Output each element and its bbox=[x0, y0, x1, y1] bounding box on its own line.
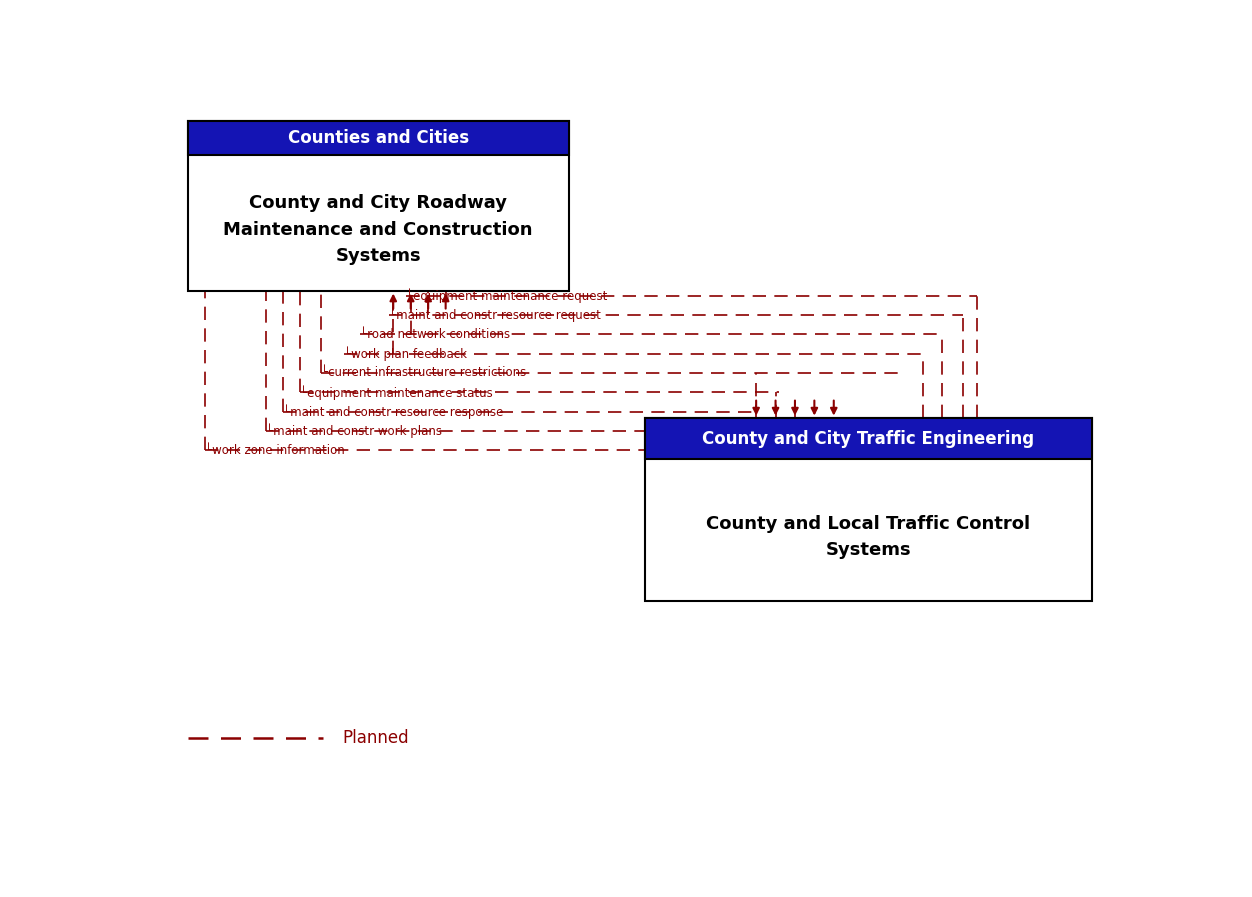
Text: └maint and constr resource response: └maint and constr resource response bbox=[283, 405, 503, 419]
Text: └maint and constr work plans: └maint and constr work plans bbox=[267, 423, 442, 439]
Bar bbox=[645, 418, 1092, 458]
Bar bbox=[188, 121, 568, 155]
Bar bbox=[188, 121, 568, 291]
Text: County and City Traffic Engineering: County and City Traffic Engineering bbox=[702, 430, 1034, 448]
Text: └work plan feedback: └work plan feedback bbox=[344, 346, 467, 361]
Bar bbox=[645, 418, 1092, 602]
Text: └work zone information: └work zone information bbox=[205, 444, 344, 457]
Text: County and City Roadway
Maintenance and Construction
Systems: County and City Roadway Maintenance and … bbox=[223, 195, 533, 266]
Text: Counties and Cities: Counties and Cities bbox=[288, 129, 468, 147]
Text: Planned: Planned bbox=[343, 728, 409, 746]
Text: County and Local Traffic Control
Systems: County and Local Traffic Control Systems bbox=[706, 515, 1030, 560]
Text: └maint and constr resource request: └maint and constr resource request bbox=[389, 308, 601, 322]
Text: └equipment maintenance status: └equipment maintenance status bbox=[300, 385, 493, 399]
Text: └road network conditions: └road network conditions bbox=[361, 327, 511, 341]
Bar bbox=[188, 121, 568, 155]
Text: └current infrastructure restrictions: └current infrastructure restrictions bbox=[322, 366, 527, 379]
Bar bbox=[645, 418, 1092, 458]
Text: └equipment maintenance request: └equipment maintenance request bbox=[406, 288, 607, 303]
